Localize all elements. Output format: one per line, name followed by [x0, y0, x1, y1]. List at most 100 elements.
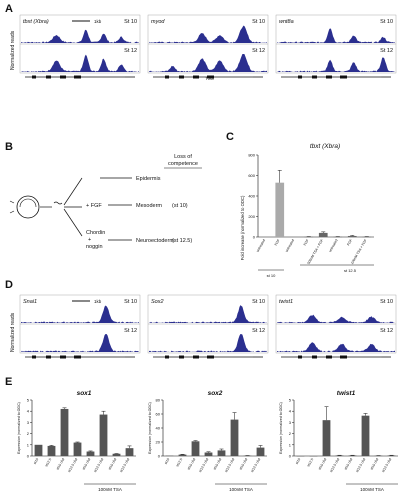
bar — [99, 414, 108, 456]
competence-header-2: competence — [168, 161, 198, 167]
chart-title: twist1 — [337, 390, 356, 397]
track-gene-label: wnt8a — [279, 19, 294, 25]
x-tick-label: FGF — [274, 239, 281, 247]
x-tick-label: st12.5 chd — [93, 457, 104, 473]
treatment-chordin: Chordin — [86, 230, 105, 236]
y-tick-label: 5 — [27, 398, 30, 403]
x-tick-label: st12.5 chd — [198, 457, 209, 473]
y-tick-label: 40 — [156, 426, 161, 431]
bar — [34, 444, 43, 456]
x-tick-label: st10 chd — [107, 457, 117, 470]
cap-icon — [53, 201, 63, 205]
y-tick-label: 5 — [289, 398, 292, 403]
y-tick-label: 800 — [248, 153, 255, 158]
coverage-track — [149, 54, 267, 72]
exon — [207, 75, 214, 79]
tss-label: TSS — [205, 76, 214, 81]
x-tick-label: untreated — [255, 238, 266, 253]
x-tick-label: st12.5 — [175, 457, 183, 467]
panel-c-ylabel: Fold increase (normalized to ODC) — [240, 195, 245, 260]
x-tick-label: st10 chd — [81, 457, 91, 470]
x-tick-label: st10 chd — [343, 457, 353, 470]
bar — [361, 415, 370, 456]
x-tick-label: untreated — [328, 238, 339, 253]
fate-neuro: Neuroectoderm — [136, 238, 174, 244]
x-tick-label: st12.5 chd — [119, 457, 130, 473]
exon — [60, 355, 66, 359]
coverage-track — [277, 342, 395, 352]
bar — [60, 408, 69, 456]
bar — [387, 455, 396, 456]
y-tick-label: 600 — [248, 173, 255, 178]
y-tick-label: 20 — [156, 440, 161, 445]
fate-epidermis: Epidermis — [136, 176, 161, 182]
x-tick-label: st12.5 — [306, 457, 314, 467]
x-tick-label: st10 — [164, 457, 171, 465]
panel-e-letter: E — [5, 376, 12, 388]
treatment-noggin: noggin — [86, 244, 103, 250]
x-tick-label: 100nM TSA + FGF — [350, 239, 368, 266]
y-tick-label: 0 — [27, 454, 30, 459]
y-tick-label: 80 — [156, 398, 161, 403]
embryo-icon — [16, 195, 40, 219]
x-tick-label: st12.5 chd — [381, 457, 392, 473]
scale-bar-label: 1kb — [94, 299, 102, 304]
track-gene-label: twist1 — [279, 299, 293, 305]
x-tick-label: st10 chd — [55, 457, 65, 470]
y-tick-label: 1 — [289, 442, 292, 447]
coverage-track — [277, 57, 395, 72]
scale-bar-label: 1kb — [94, 19, 102, 24]
panel-d-tracks: Snai1 St 10 St 12 Sox2 St 10 St 12 twist1 St 10… — [19, 294, 397, 359]
treatment-plus: + — [88, 237, 91, 243]
chart-title: sox1 — [77, 390, 92, 397]
x-tick-label: st12.5 chd — [250, 457, 261, 473]
treatment-fgf: + FGF — [86, 203, 102, 209]
x-tick-label: FGF — [303, 239, 310, 247]
arrow-neuro — [63, 208, 83, 237]
exon — [32, 355, 36, 359]
bar — [322, 420, 331, 456]
embryo-diagram — [9, 177, 83, 237]
tsa-label: 100nM TSA — [229, 487, 253, 492]
track-gene-label: tbxt (Xbra) — [23, 19, 49, 25]
track-gene-label: myod — [151, 19, 165, 25]
exon — [312, 355, 317, 359]
bar — [204, 452, 213, 456]
competence-header-1: Loss of — [174, 154, 192, 160]
track-stage-label: St 10 — [252, 19, 265, 25]
panel-c-group-2: st 12.5 — [344, 268, 357, 273]
track-stage-label: St 12 — [380, 328, 393, 334]
coverage-track — [149, 25, 267, 43]
bar — [256, 447, 265, 456]
bar — [275, 182, 285, 237]
panel-d-letter: D — [5, 279, 13, 291]
bar — [73, 442, 82, 456]
panel-a-ylabel: Normalized reads — [10, 30, 16, 70]
bar — [47, 445, 56, 456]
track-stage-label: St 12 — [252, 48, 265, 54]
y-tick-label: 1 — [27, 442, 30, 447]
bar — [347, 235, 357, 237]
exon — [193, 75, 199, 79]
panel-c-letter: C — [226, 131, 234, 143]
y-tick-label: 400 — [248, 194, 255, 199]
exon — [60, 75, 66, 79]
y-tick-label: 3 — [289, 420, 292, 425]
exon — [312, 75, 317, 79]
y-tick-label: 0 — [253, 235, 256, 240]
bar — [86, 451, 95, 456]
y-tick-label: 2 — [289, 431, 292, 436]
x-tick-label: st10 chd — [369, 457, 379, 470]
stage-mesoderm: (st 10) — [172, 203, 188, 209]
x-tick-label: st12.5 chd — [329, 457, 340, 473]
bar — [348, 455, 357, 456]
panel-d-ylabel: Normalized reads — [10, 312, 16, 352]
x-tick-label: FGF — [346, 239, 353, 247]
fate-mesoderm: Mesoderm — [136, 203, 162, 209]
x-tick-label: 500nM TSA + FGF — [306, 239, 324, 266]
exon — [193, 355, 199, 359]
bar — [217, 450, 226, 456]
y-tick-label: 0 — [158, 454, 161, 459]
exon — [298, 75, 302, 79]
